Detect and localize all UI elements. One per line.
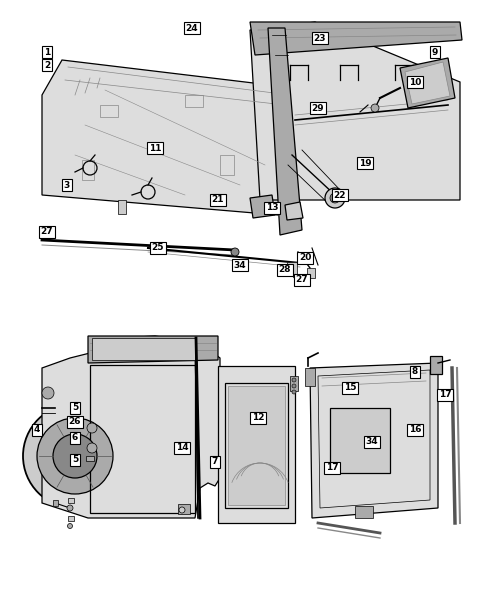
Polygon shape bbox=[92, 338, 195, 360]
Text: 11: 11 bbox=[149, 144, 161, 153]
Bar bbox=[100, 105, 118, 117]
Polygon shape bbox=[227, 386, 285, 505]
Bar bbox=[86, 456, 94, 461]
Text: 1: 1 bbox=[44, 48, 50, 57]
Text: 27: 27 bbox=[41, 227, 53, 237]
Text: 34: 34 bbox=[365, 438, 378, 446]
Bar bbox=[289, 376, 297, 391]
Circle shape bbox=[37, 418, 113, 494]
Text: 7: 7 bbox=[212, 458, 218, 466]
Text: 23: 23 bbox=[313, 34, 326, 42]
Circle shape bbox=[42, 387, 54, 399]
Bar bbox=[306, 268, 314, 278]
Text: 21: 21 bbox=[212, 196, 224, 204]
Bar bbox=[82, 160, 94, 180]
Polygon shape bbox=[399, 58, 454, 108]
Polygon shape bbox=[249, 195, 274, 218]
Bar bbox=[354, 506, 372, 518]
Text: 17: 17 bbox=[325, 464, 338, 472]
Bar bbox=[68, 516, 74, 521]
Text: 5: 5 bbox=[72, 455, 78, 465]
Text: 14: 14 bbox=[175, 444, 188, 452]
Polygon shape bbox=[285, 202, 302, 220]
Text: 12: 12 bbox=[251, 413, 264, 422]
Text: 15: 15 bbox=[343, 383, 356, 392]
Bar bbox=[287, 262, 296, 274]
Text: 24: 24 bbox=[185, 24, 198, 32]
Text: 8: 8 bbox=[411, 368, 417, 376]
Text: 20: 20 bbox=[298, 253, 311, 263]
Polygon shape bbox=[404, 62, 449, 104]
Circle shape bbox=[179, 507, 184, 513]
Bar bbox=[329, 408, 389, 473]
Text: 10: 10 bbox=[408, 78, 420, 87]
Text: 6: 6 bbox=[72, 434, 78, 442]
Bar bbox=[68, 498, 74, 503]
Circle shape bbox=[67, 505, 73, 511]
Polygon shape bbox=[88, 336, 217, 363]
Text: 25: 25 bbox=[151, 243, 164, 253]
Circle shape bbox=[291, 378, 295, 382]
Circle shape bbox=[87, 443, 97, 453]
Polygon shape bbox=[309, 363, 437, 518]
Circle shape bbox=[291, 390, 295, 394]
Text: 5: 5 bbox=[72, 403, 78, 412]
Bar bbox=[178, 504, 190, 514]
Polygon shape bbox=[42, 60, 294, 215]
Polygon shape bbox=[268, 28, 302, 235]
Circle shape bbox=[329, 193, 339, 203]
Bar bbox=[429, 356, 441, 374]
Polygon shape bbox=[249, 22, 459, 200]
Circle shape bbox=[324, 188, 344, 208]
Circle shape bbox=[291, 384, 295, 388]
Circle shape bbox=[53, 434, 97, 478]
Bar bbox=[220, 155, 233, 175]
Bar bbox=[184, 95, 203, 107]
Text: 26: 26 bbox=[69, 418, 81, 426]
Circle shape bbox=[230, 248, 239, 256]
Circle shape bbox=[67, 524, 72, 528]
Text: 28: 28 bbox=[278, 266, 291, 274]
Text: 2: 2 bbox=[44, 61, 50, 70]
Polygon shape bbox=[217, 366, 294, 523]
Text: 16: 16 bbox=[408, 425, 421, 435]
Polygon shape bbox=[249, 22, 461, 55]
Text: 17: 17 bbox=[438, 391, 451, 399]
Text: 13: 13 bbox=[265, 204, 278, 213]
Text: 9: 9 bbox=[431, 48, 437, 57]
Circle shape bbox=[87, 423, 97, 433]
Bar bbox=[118, 200, 126, 214]
Polygon shape bbox=[42, 336, 220, 518]
Text: 29: 29 bbox=[311, 104, 324, 112]
Bar bbox=[304, 368, 314, 386]
Text: 19: 19 bbox=[358, 158, 371, 167]
Text: 22: 22 bbox=[333, 190, 346, 200]
Text: 4: 4 bbox=[34, 425, 40, 435]
Circle shape bbox=[370, 104, 378, 112]
Bar bbox=[53, 500, 58, 506]
Text: 27: 27 bbox=[295, 276, 308, 284]
Text: 34: 34 bbox=[233, 260, 246, 270]
Text: 3: 3 bbox=[64, 180, 70, 190]
Circle shape bbox=[23, 404, 127, 508]
